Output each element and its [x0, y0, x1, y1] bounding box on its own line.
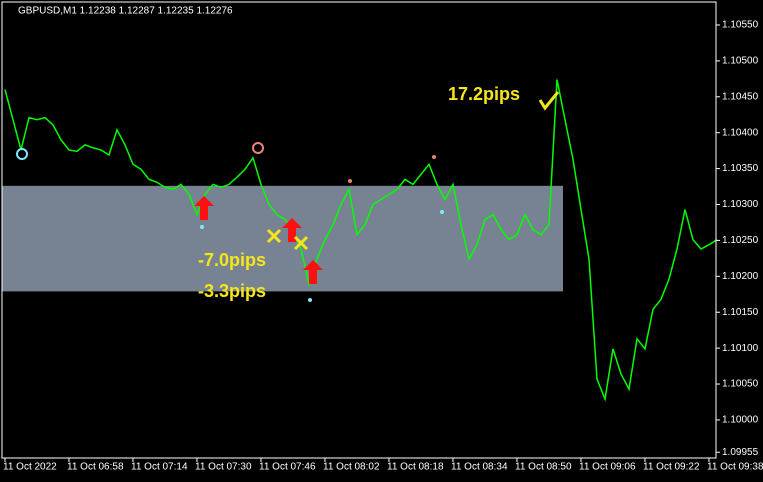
- annotation: -3.3pips: [198, 281, 266, 301]
- y-tick-label: 1.10250: [722, 235, 759, 246]
- price-zone: [2, 185, 563, 292]
- exit-cross: [266, 228, 282, 244]
- signal-dot: [440, 210, 444, 214]
- exit-cross: [293, 235, 309, 251]
- signal-dot: [200, 225, 204, 229]
- y-tick-label: 1.10100: [722, 343, 759, 354]
- chart-title: GBPUSD,M1 1.12238 1.12287 1.12235 1.1227…: [18, 6, 233, 17]
- signal-dot: [308, 298, 312, 302]
- x-tick-label: 11 Oct 2022: [3, 462, 57, 473]
- buy-arrow: [282, 218, 302, 242]
- x-tick-label: 11 Oct 08:02: [323, 462, 380, 473]
- x-tick-label: 11 Oct 07:46: [259, 462, 316, 473]
- x-tick-label: 11 Oct 08:34: [451, 462, 508, 473]
- y-tick-label: 1.10450: [722, 91, 759, 102]
- exit-check: [538, 91, 560, 111]
- signal-dot: [432, 155, 436, 159]
- y-tick-label: 1.10000: [722, 415, 759, 426]
- annotation: 17.2pips: [448, 84, 520, 104]
- x-tick-label: 11 Oct 06:58: [67, 462, 124, 473]
- x-tick-label: 11 Oct 09:22: [643, 462, 700, 473]
- plot-area: [2, 79, 718, 402]
- buy-arrow: [303, 260, 323, 284]
- signal-dot: [348, 179, 352, 183]
- x-tick-label: 11 Oct 09:06: [579, 462, 636, 473]
- signals: [16, 91, 560, 302]
- y-tick-label: 1.09955: [722, 447, 759, 458]
- y-tick-label: 1.10350: [722, 163, 759, 174]
- price-line: [4, 79, 718, 402]
- signal-circle: [16, 148, 28, 160]
- y-tick-label: 1.10050: [722, 379, 759, 390]
- y-tick-label: 1.10150: [722, 307, 759, 318]
- y-tick-label: 1.10550: [722, 20, 759, 31]
- y-tick-label: 1.10500: [722, 56, 759, 67]
- x-tick-label: 11 Oct 08:50: [515, 462, 572, 473]
- y-tick-label: 1.10400: [722, 127, 759, 138]
- x-tick-label: 11 Oct 08:18: [387, 462, 444, 473]
- signal-circle: [252, 142, 264, 154]
- annotation: -7.0pips: [198, 250, 266, 270]
- y-tick-label: 1.10300: [722, 199, 759, 210]
- buy-arrow: [194, 196, 214, 220]
- x-tick-label: 11 Oct 07:14: [131, 462, 188, 473]
- plot-frame: [1, 1, 717, 459]
- x-tick-label: 11 Oct 09:38: [707, 462, 763, 473]
- x-tick-label: 11 Oct 07:30: [195, 462, 252, 473]
- y-tick-label: 1.10200: [722, 271, 759, 282]
